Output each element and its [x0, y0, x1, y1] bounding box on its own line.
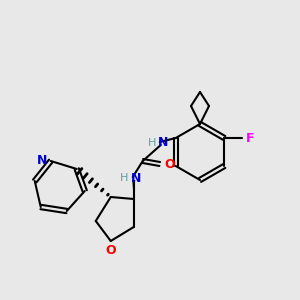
Text: F: F — [246, 131, 255, 145]
Text: O: O — [165, 158, 176, 170]
Text: H: H — [147, 138, 156, 148]
Text: N: N — [36, 154, 47, 167]
Text: O: O — [105, 244, 116, 257]
Text: H: H — [119, 173, 128, 183]
Text: N: N — [158, 136, 168, 148]
Text: N: N — [130, 172, 141, 185]
Polygon shape — [132, 180, 135, 199]
